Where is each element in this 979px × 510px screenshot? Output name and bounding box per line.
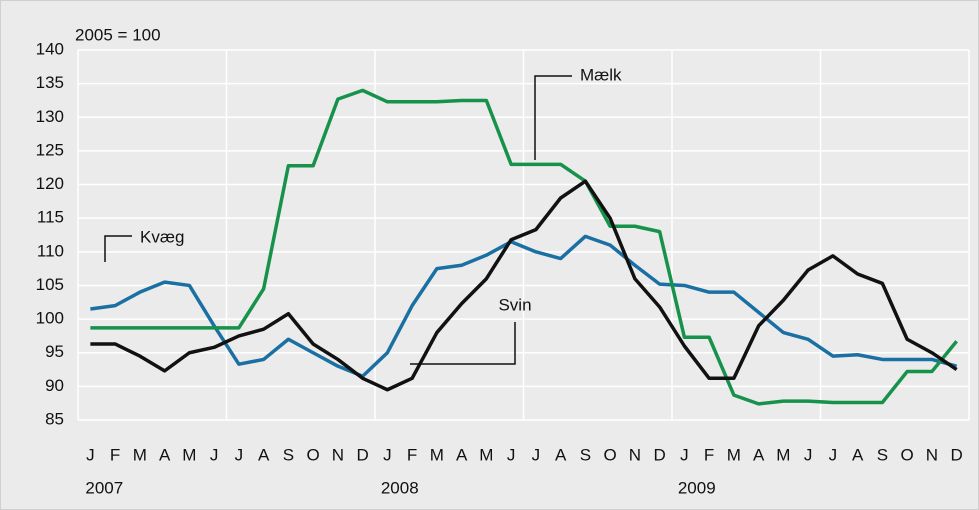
y-tick-label: 120 bbox=[36, 174, 64, 193]
y-tick-label: 85 bbox=[45, 409, 64, 428]
x-tick-label: F bbox=[704, 445, 714, 464]
series-label: Mælk bbox=[580, 65, 622, 84]
series-line bbox=[90, 88, 958, 406]
x-tick-label: A bbox=[258, 445, 270, 464]
x-tick-label: M bbox=[776, 445, 790, 464]
x-tick-label: A bbox=[852, 445, 864, 464]
x-tick-label: J bbox=[532, 445, 541, 464]
x-tick-label: F bbox=[407, 445, 417, 464]
y-tick-label: 100 bbox=[36, 309, 64, 328]
y-tick-label: 95 bbox=[45, 342, 64, 361]
x-tick-label: J bbox=[210, 445, 219, 464]
x-tick-label: O bbox=[307, 445, 320, 464]
y-tick-label: 135 bbox=[36, 73, 64, 92]
x-tick-label: N bbox=[926, 445, 938, 464]
x-tick-label: J bbox=[383, 445, 392, 464]
x-tick-label: J bbox=[507, 445, 516, 464]
x-tick-label: O bbox=[604, 445, 617, 464]
series-label: Svin bbox=[498, 295, 531, 314]
series-label: Kvæg bbox=[140, 227, 184, 246]
maelk-leader bbox=[534, 75, 572, 160]
x-tick-label: J bbox=[804, 445, 813, 464]
y-tick-label: 125 bbox=[36, 140, 64, 159]
x-tick-label: A bbox=[159, 445, 171, 464]
x-tick-label: M bbox=[727, 445, 741, 464]
x-tick-label: J bbox=[829, 445, 838, 464]
x-tick-label: A bbox=[753, 445, 765, 464]
y-tick-label: 110 bbox=[37, 241, 64, 260]
year-label: 2008 bbox=[381, 478, 419, 497]
x-tick-label: D bbox=[950, 445, 962, 464]
x-tick-label: F bbox=[110, 445, 120, 464]
x-tick-label: A bbox=[456, 445, 468, 464]
year-label: 2007 bbox=[85, 478, 123, 497]
y-tick-label: 130 bbox=[36, 107, 64, 126]
x-tick-label: J bbox=[235, 445, 244, 464]
year-label: 2009 bbox=[678, 478, 716, 497]
y-tick-label: 105 bbox=[36, 275, 64, 294]
y-tick-label: 115 bbox=[37, 208, 64, 227]
x-tick-label: D bbox=[356, 445, 368, 464]
x-tick-label: S bbox=[283, 445, 294, 464]
x-tick-label: S bbox=[877, 445, 888, 464]
x-tick-label: D bbox=[653, 445, 665, 464]
x-tick-label: S bbox=[580, 445, 591, 464]
x-tick-label: O bbox=[901, 445, 914, 464]
x-tick-label: J bbox=[86, 445, 95, 464]
x-tick-label: A bbox=[555, 445, 567, 464]
series-line bbox=[90, 234, 958, 379]
y-tick-label: 90 bbox=[45, 376, 64, 395]
x-tick-label: M bbox=[479, 445, 493, 464]
x-tick-label: M bbox=[182, 445, 196, 464]
x-tick-label: M bbox=[133, 445, 147, 464]
y-tick-label: 140 bbox=[36, 39, 64, 58]
x-tick-label: M bbox=[430, 445, 444, 464]
x-tick-label: J bbox=[680, 445, 689, 464]
kvaeg-leader bbox=[104, 235, 132, 262]
x-tick-label: N bbox=[332, 445, 344, 464]
x-tick-label: N bbox=[629, 445, 641, 464]
y-axis-unit: 2005 = 100 bbox=[75, 25, 161, 44]
svin-leader bbox=[410, 322, 516, 365]
series-line bbox=[90, 179, 958, 392]
